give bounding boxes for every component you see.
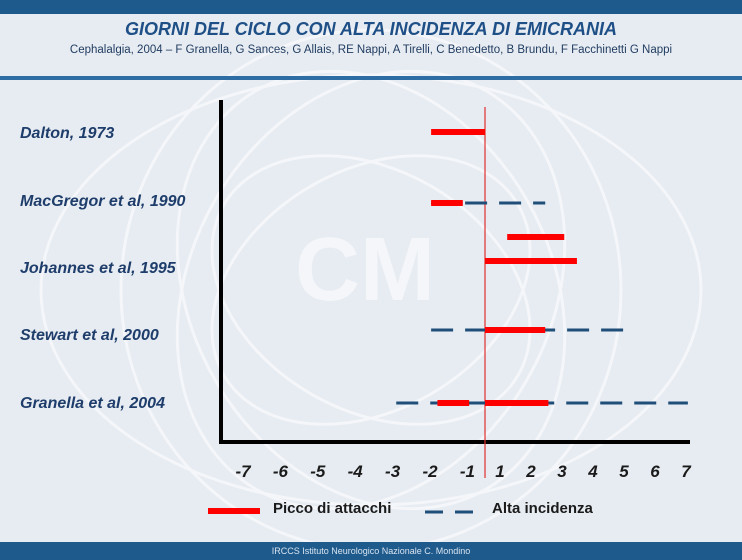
study-label: Dalton, 1973 <box>20 125 115 142</box>
x-tick-label: -4 <box>348 462 364 481</box>
study-label: Johannes et al, 1995 <box>20 260 176 277</box>
page-subtitle: Cephalalgia, 2004 – F Granella, G Sances… <box>69 44 673 56</box>
study-label: Granella et al, 2004 <box>20 395 165 412</box>
x-tick-label: 2 <box>525 462 536 481</box>
x-tick-label: -2 <box>422 462 438 481</box>
x-tick-label: 6 <box>650 462 660 481</box>
x-tick-label: -1 <box>460 462 475 481</box>
study-label: Stewart et al, 2000 <box>20 327 159 344</box>
x-tick-label: 7 <box>681 462 692 481</box>
svg-text:CM: CM <box>295 220 435 320</box>
page-title: GIORNI DEL CICLO CON ALTA INCIDENZA DI E… <box>125 19 617 39</box>
x-tick-label: -5 <box>310 462 326 481</box>
footer-text: IRCCS Istituto Neurologico Nazionale C. … <box>271 546 471 556</box>
legend-picco-label: Picco di attacchi <box>273 500 392 517</box>
x-tick-label: -7 <box>235 462 252 481</box>
study-label: MacGregor et al, 1990 <box>20 193 186 210</box>
legend-alta-label: Alta incidenza <box>492 500 593 517</box>
x-tick-label: -6 <box>273 462 289 481</box>
footer-bar: IRCCS Istituto Neurologico Nazionale C. … <box>0 542 742 560</box>
x-tick-label: -3 <box>385 462 401 481</box>
x-tick-label: 4 <box>587 462 598 481</box>
header-divider <box>0 76 742 80</box>
x-tick-label: 1 <box>495 462 504 481</box>
x-tick-label: 5 <box>619 462 629 481</box>
top-bar <box>0 0 742 14</box>
x-tick-label: 3 <box>557 462 567 481</box>
